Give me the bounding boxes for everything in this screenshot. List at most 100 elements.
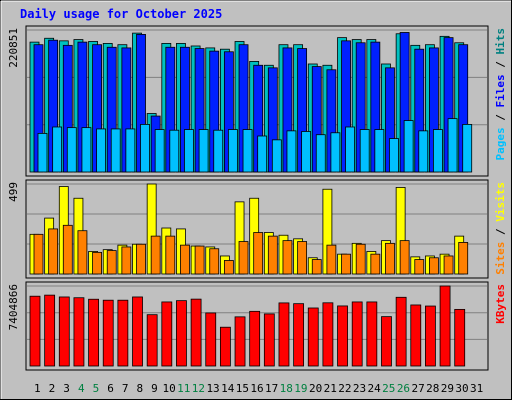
panel-kbytes: 7404866 KBytes <box>7 281 507 371</box>
x-tick-label: 4 <box>78 382 85 395</box>
bar-sites-2 <box>48 228 59 275</box>
x-tick-label: 20 <box>309 382 322 395</box>
bar-sites-23 <box>355 243 366 275</box>
bar-sites-25 <box>385 242 395 275</box>
legend-label: / <box>494 108 507 128</box>
x-tick-label: 14 <box>221 382 235 395</box>
x-tick-label: 7 <box>122 382 129 395</box>
x-tick-label: 12 <box>192 382 205 395</box>
bar-kbytes-17 <box>263 313 275 367</box>
bar-pages-25 <box>389 138 399 173</box>
bar-pages-4 <box>81 127 92 173</box>
bar-kbytes-12 <box>190 298 202 367</box>
bar-pages-1 <box>37 133 48 173</box>
legend-label: Pages <box>494 127 507 160</box>
bar-sites-12 <box>194 245 205 275</box>
bar-kbytes-1 <box>29 295 41 367</box>
x-tick-label: 28 <box>426 382 439 395</box>
bar-pages-13 <box>213 129 224 173</box>
bar-pages-20 <box>315 134 326 173</box>
bar-pages-17 <box>271 139 282 173</box>
legend-label: / <box>494 55 507 75</box>
bar-pages-6 <box>110 128 121 173</box>
x-tick-label: 15 <box>236 382 249 395</box>
bar-kbytes-9 <box>146 314 158 367</box>
bar-kbytes-24 <box>366 301 378 367</box>
bar-sites-17 <box>267 235 278 275</box>
panel-hits: 220851 Pages / Files / Hits <box>7 25 507 177</box>
x-tick-label: 17 <box>265 382 278 395</box>
bar-sites-5 <box>92 251 102 275</box>
bar-kbytes-22 <box>337 305 348 367</box>
x-tick-label: 9 <box>151 382 158 395</box>
bar-kbytes-28 <box>425 305 436 367</box>
x-tick-label: 25 <box>382 382 395 395</box>
bar-pages-24 <box>374 129 385 173</box>
bar-kbytes-10 <box>161 301 173 367</box>
bar-sites-20 <box>311 259 322 275</box>
bar-kbytes-3 <box>58 296 70 367</box>
x-tick-label: 29 <box>441 382 454 395</box>
legend-label: Visits <box>494 182 507 222</box>
bar-pages-30 <box>462 124 473 173</box>
x-tick-label: 16 <box>250 382 263 395</box>
bar-pages-28 <box>433 129 443 173</box>
x-tick-label: 31 <box>470 382 483 395</box>
x-tick-label: 2 <box>49 382 56 395</box>
x-tick-label: 8 <box>137 382 144 395</box>
bar-sites-15 <box>238 241 249 275</box>
bar-pages-27 <box>418 130 429 173</box>
legend-label: KBytes <box>494 284 507 324</box>
legend-label: Sites <box>494 242 507 275</box>
bar-sites-14 <box>223 260 234 275</box>
panel-visits-max-label: 499 <box>7 182 20 202</box>
bar-kbytes-13 <box>205 312 217 367</box>
panel-hits-legend: Pages / Files / Hits <box>494 28 507 161</box>
bar-pages-29 <box>447 118 458 173</box>
x-tick-label: 23 <box>353 382 366 395</box>
bar-kbytes-16 <box>249 310 261 367</box>
bar-kbytes-2 <box>44 294 56 367</box>
bar-kbytes-6 <box>102 299 114 367</box>
bar-pages-14 <box>227 129 238 173</box>
bar-sites-11 <box>180 244 190 275</box>
bar-sites-10 <box>165 235 176 275</box>
bar-kbytes-5 <box>88 298 99 367</box>
bar-sites-6 <box>106 250 117 275</box>
bar-kbytes-8 <box>132 296 143 367</box>
bar-sites-24 <box>370 253 381 275</box>
bar-pages-19 <box>301 131 312 173</box>
bar-sites-26 <box>399 240 410 275</box>
bar-kbytes-19 <box>293 303 305 367</box>
bar-sites-1 <box>33 233 44 275</box>
x-axis: 1 2 3 4 5 6 7 8 9 10 11 12 13 14 15 16 17 18 19 20 21 22 23 24 2… <box>34 382 483 395</box>
bar-sites-22 <box>341 253 351 275</box>
x-tick-label: 22 <box>338 382 351 395</box>
bar-kbytes-29 <box>439 285 451 367</box>
bar-kbytes-30 <box>454 308 466 367</box>
legend-label: Files <box>494 74 507 107</box>
bar-sites-30 <box>458 242 469 275</box>
panel-kbytes-max-label: 7404866 <box>7 284 20 330</box>
bar-kbytes-23 <box>351 301 363 367</box>
bar-kbytes-4 <box>73 297 85 367</box>
x-tick-label: 18 <box>280 382 293 395</box>
panel-hits-max-label: 220851 <box>7 28 20 68</box>
x-tick-label: 13 <box>206 382 219 395</box>
bar-pages-3 <box>66 127 77 173</box>
x-tick-label: 3 <box>63 382 70 395</box>
chart-title: Daily usage for October 2025 <box>20 7 222 21</box>
panel-visits-legend: Sites / Visits <box>494 182 507 275</box>
bar-sites-13 <box>209 248 220 275</box>
bar-kbytes-11 <box>176 300 187 367</box>
x-tick-label: 1 <box>34 382 41 395</box>
bar-sites-28 <box>429 257 439 275</box>
x-tick-label: 5 <box>93 382 100 395</box>
bar-pages-9 <box>154 129 165 173</box>
bar-sites-18 <box>282 240 293 275</box>
bar-pages-12 <box>198 129 209 173</box>
bar-sites-21 <box>326 244 337 275</box>
bar-kbytes-18 <box>278 302 290 367</box>
bar-sites-9 <box>150 235 161 275</box>
bar-kbytes-27 <box>410 304 422 367</box>
